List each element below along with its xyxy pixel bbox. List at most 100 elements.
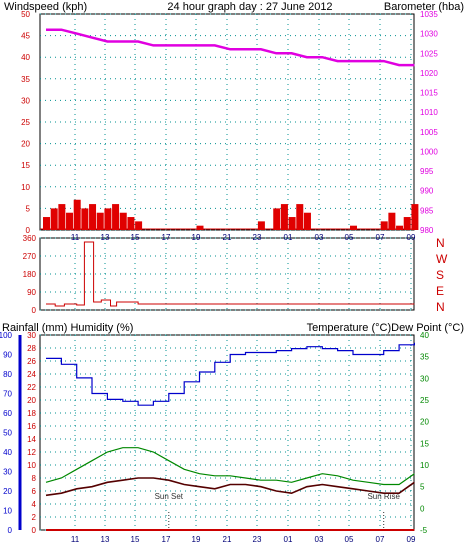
wind-x-tick-8: 03: [315, 233, 324, 242]
temp-tick-4: 15: [420, 439, 429, 448]
wind-x-tick-3: 17: [162, 233, 171, 242]
dir-compass-4: N: [436, 300, 445, 314]
baro-tick-10: 1030: [420, 30, 438, 39]
wind-tick-2: 10: [21, 183, 30, 192]
wind-gust-bar-4: [73, 199, 81, 230]
baro-tick-8: 1020: [420, 69, 438, 78]
temp-tick-3: 10: [420, 461, 429, 470]
baro-tick-1: 985: [420, 206, 434, 215]
wind-tick-8: 40: [21, 53, 30, 62]
rainfall-tick-13: 26: [27, 357, 36, 366]
humidity-tick-5: 50: [3, 429, 12, 438]
wind-gust-bar-18: [280, 204, 288, 230]
wind-gust-bar-9: [112, 204, 120, 230]
rainfall-tick-6: 12: [27, 448, 36, 457]
wind-gust-bar-25: [380, 221, 388, 230]
humidity-tick-2: 20: [3, 487, 12, 496]
temp-x-tick-1: 13: [101, 535, 110, 544]
wind-tick-9: 45: [21, 32, 30, 41]
temp-tick-2: 5: [420, 483, 425, 492]
baro-tick-7: 1015: [420, 89, 438, 98]
wind-tick-10: 50: [21, 10, 30, 19]
baro-tick-3: 995: [420, 167, 434, 176]
wind-gust-bar-6: [89, 204, 97, 230]
rainfall-tick-7: 14: [27, 435, 36, 444]
wind-gust-bar-2: [58, 204, 66, 230]
rainfall-tick-15: 30: [27, 331, 36, 340]
wind-gust-bar-17: [273, 208, 281, 230]
wind-x-tick-1: 13: [101, 233, 110, 242]
tick-label-layer: 0510152025303540455098098599099510001005…: [0, 10, 448, 544]
baro-tick-4: 1000: [420, 147, 438, 156]
wind-x-tick-4: 19: [192, 233, 201, 242]
humidity-tick-10: 100: [0, 331, 13, 340]
temperature-line: [45, 447, 415, 486]
windspeed-axis-label: Windspeed (kph): [4, 1, 87, 13]
temp-tick-0: -5: [420, 526, 428, 535]
rainfall-tick-9: 18: [27, 409, 36, 418]
wind-tick-6: 30: [21, 96, 30, 105]
baro-tick-0: 980: [420, 226, 434, 235]
temperature-dewpoint-axis-label: Temperature (°C)Dew Point (°C): [307, 322, 464, 334]
wind-x-tick-9: 05: [345, 233, 354, 242]
humidity-tick-4: 40: [3, 448, 12, 457]
temp-tick-7: 30: [420, 374, 429, 383]
humidity-tick-8: 80: [3, 370, 12, 379]
temp-x-tick-10: 07: [376, 535, 385, 544]
rainfall-tick-0: 0: [32, 526, 37, 535]
wind-x-tick-7: 01: [284, 233, 293, 242]
dir-compass-2: S: [436, 268, 444, 282]
barometer-line: [46, 28, 415, 67]
rainfall-tick-10: 20: [27, 396, 36, 405]
temp-tick-8: 35: [420, 353, 429, 362]
humidity-tick-9: 90: [3, 351, 12, 360]
dir-tick-3: 270: [23, 252, 37, 261]
wind-gust-bar-29: [411, 204, 419, 230]
rainfall-tick-8: 16: [27, 422, 36, 431]
temp-x-tick-11: 09: [407, 535, 416, 544]
temp-tick-9: 40: [420, 331, 429, 340]
dir-tick-2: 180: [23, 270, 37, 279]
wind-gust-bar-7: [96, 212, 104, 230]
wind-tick-0: 0: [26, 226, 31, 235]
wind-gust-bar-27: [396, 225, 404, 230]
wind-gust-bar-23: [350, 225, 357, 230]
baro-tick-2: 990: [420, 187, 434, 196]
chart-title: 24 hour graph day : 27 June 2012: [167, 1, 332, 13]
wind-tick-7: 35: [21, 75, 30, 84]
temp-x-tick-6: 23: [253, 535, 262, 544]
baro-tick-9: 1025: [420, 49, 438, 58]
humidity-tick-1: 10: [3, 507, 12, 516]
temp-x-tick-7: 01: [284, 535, 293, 544]
wind-x-tick-11: 09: [407, 233, 416, 242]
baro-tick-11: 1035: [420, 10, 438, 19]
wind-gust-bar-16: [257, 221, 265, 230]
rainfall-tick-4: 8: [32, 474, 37, 483]
wind-tick-3: 15: [21, 161, 30, 170]
humidity-tick-0: 0: [8, 526, 13, 535]
wind-gust-bar-1: [50, 208, 58, 230]
wind-tick-4: 20: [21, 140, 30, 149]
rainfall-tick-5: 10: [27, 461, 36, 470]
wind-x-tick-10: 07: [376, 233, 385, 242]
wind-gust-bar-14: [196, 225, 204, 230]
wind-x-tick-0: 11: [71, 233, 80, 242]
wind-gust-bar-0: [43, 217, 50, 230]
temp-x-tick-2: 15: [131, 535, 140, 544]
wind-gust-bar-19: [288, 217, 296, 230]
wind-x-tick-5: 21: [223, 233, 232, 242]
temp-x-tick-0: 11: [71, 535, 80, 544]
rainfall-tick-11: 22: [27, 383, 36, 392]
rainfall-tick-1: 2: [32, 513, 37, 522]
wind-x-tick-2: 15: [131, 233, 140, 242]
temp-x-tick-8: 03: [315, 535, 324, 544]
temp-tick-1: 0: [420, 504, 425, 513]
wind-barometer-plot-area: [39, 13, 415, 231]
rainfall-humidity-axis-label: Rainfall (mm) Humidity (%): [2, 322, 133, 334]
wind-gust-bar-8: [104, 208, 112, 230]
temp-x-tick-3: 17: [162, 535, 171, 544]
wind-gust-bar-10: [119, 212, 127, 230]
humidity-tick-7: 70: [3, 390, 12, 399]
rainfall-tick-3: 6: [32, 487, 37, 496]
dir-compass-1: W: [436, 252, 448, 266]
